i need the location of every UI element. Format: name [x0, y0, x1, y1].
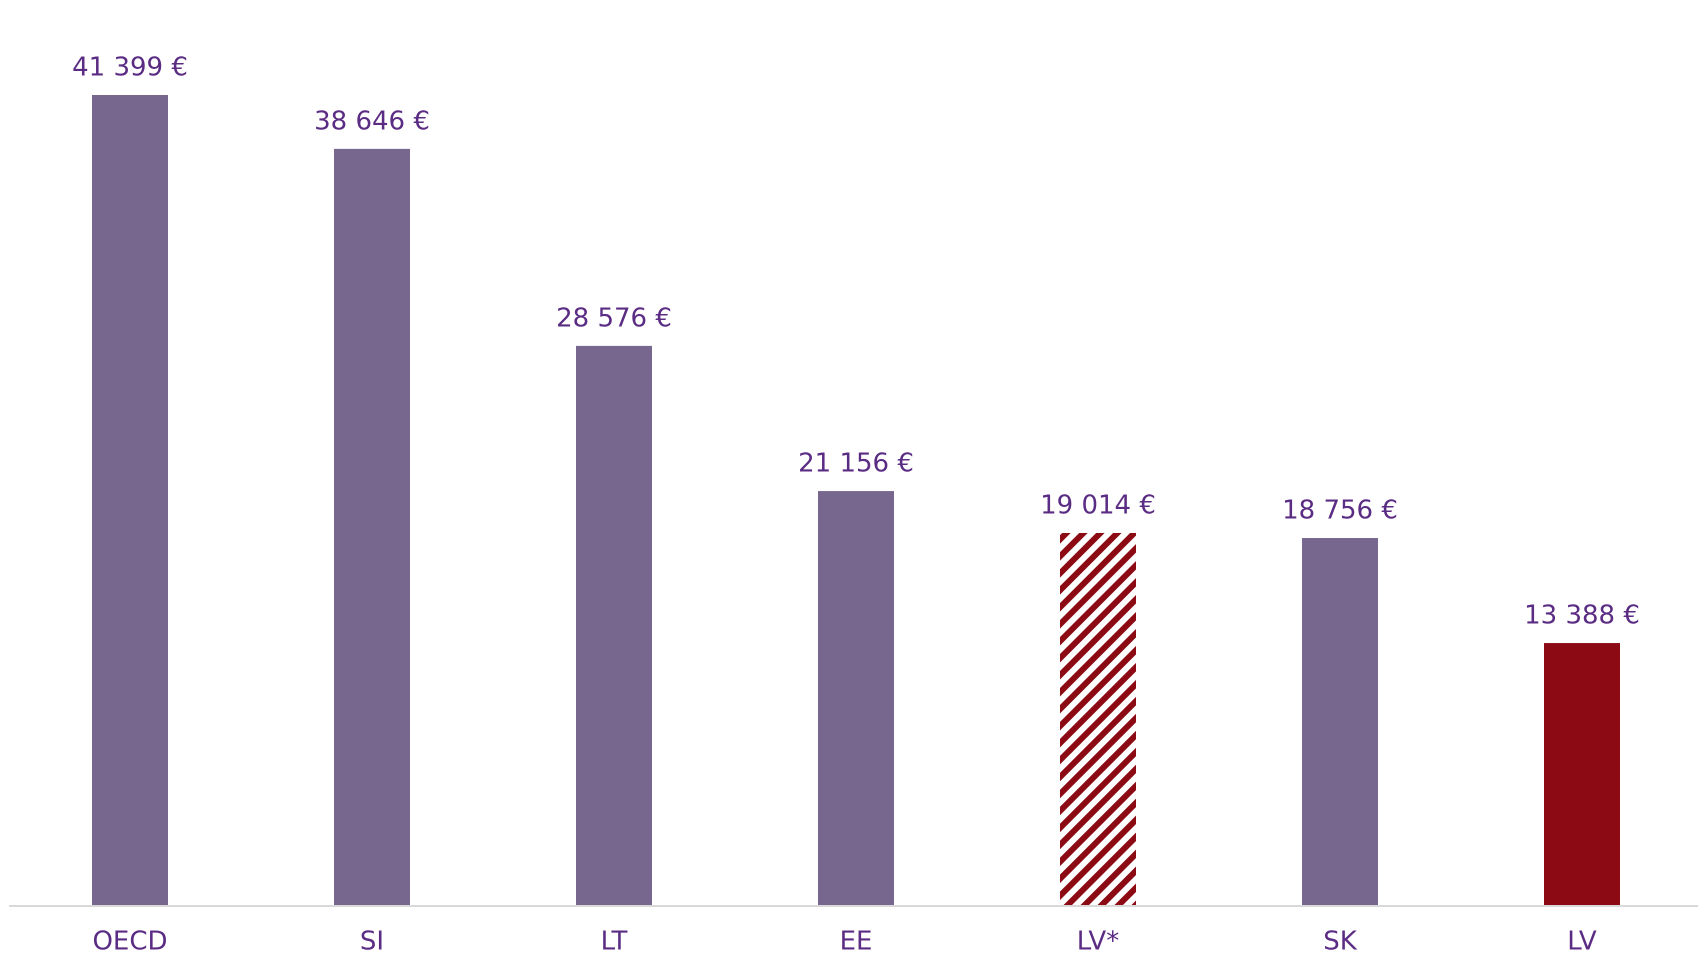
- x-tick-label: LV*: [1077, 927, 1119, 956]
- x-tick-label: SK: [1323, 927, 1358, 956]
- value-label: 28 576 €: [556, 303, 672, 333]
- bar: [818, 491, 894, 905]
- value-label: 38 646 €: [314, 106, 430, 136]
- x-tick-label: EE: [840, 927, 873, 956]
- bar: [1060, 532, 1136, 905]
- value-label: 13 388 €: [1524, 601, 1640, 631]
- bar: [334, 148, 410, 905]
- value-label: 19 014 €: [1040, 490, 1156, 520]
- bar: [1302, 538, 1378, 905]
- x-tick-label: LT: [601, 927, 628, 956]
- x-tick-label: LV: [1567, 927, 1597, 956]
- x-tick-label: SI: [360, 927, 384, 956]
- bar: [1544, 643, 1620, 905]
- bar: [576, 345, 652, 905]
- value-label: 18 756 €: [1282, 496, 1398, 526]
- bar: [92, 95, 168, 905]
- x-tick-label: OECD: [92, 927, 167, 956]
- value-label: 41 399 €: [72, 53, 188, 83]
- value-label: 21 156 €: [798, 449, 914, 479]
